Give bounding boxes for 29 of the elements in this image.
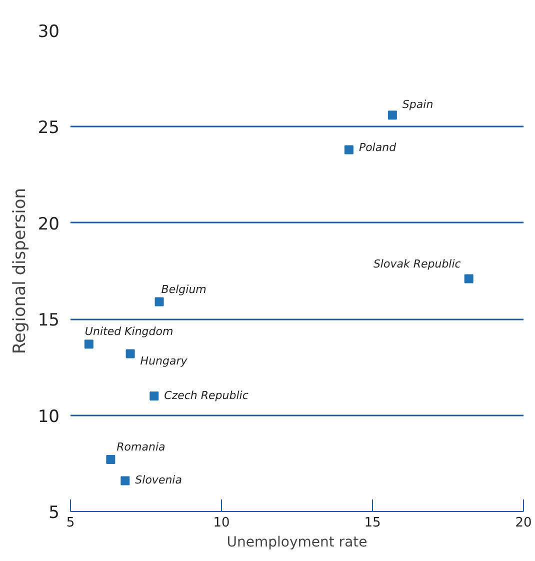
point bbox=[388, 110, 397, 120]
x-axis-title: Unemployment rate bbox=[226, 534, 368, 550]
annotation: Poland bbox=[358, 140, 398, 154]
point bbox=[154, 297, 164, 306]
y-tick-label: 15 bbox=[38, 310, 60, 331]
annotation: Belgium bbox=[161, 282, 206, 296]
point bbox=[84, 340, 94, 349]
y-axis-title: Regional dispersion bbox=[10, 188, 30, 354]
y-tick-label: 30 bbox=[38, 22, 60, 42]
annotation: Spain bbox=[402, 98, 434, 112]
annotation: Czech Republic bbox=[164, 389, 248, 402]
annotation: Hungary bbox=[140, 354, 188, 368]
annotation: Slovenia bbox=[135, 474, 182, 487]
point bbox=[150, 392, 159, 401]
annotation: Slovak Republic bbox=[373, 258, 461, 271]
y-tick-label: 20 bbox=[38, 214, 60, 234]
y-tick-label: 10 bbox=[38, 406, 60, 427]
x-tick-label: 5 bbox=[66, 516, 75, 530]
point bbox=[344, 145, 354, 154]
x-tick-label: 10 bbox=[213, 516, 230, 530]
x-tick-label: 20 bbox=[515, 516, 532, 530]
annotation: United Kingdom bbox=[84, 325, 174, 338]
point bbox=[120, 476, 130, 486]
point bbox=[106, 455, 116, 464]
x-tick-label: 15 bbox=[364, 516, 381, 530]
point bbox=[126, 349, 135, 358]
annotation: Romania bbox=[116, 440, 166, 454]
point bbox=[464, 274, 474, 284]
y-tick-label: 25 bbox=[38, 118, 60, 138]
